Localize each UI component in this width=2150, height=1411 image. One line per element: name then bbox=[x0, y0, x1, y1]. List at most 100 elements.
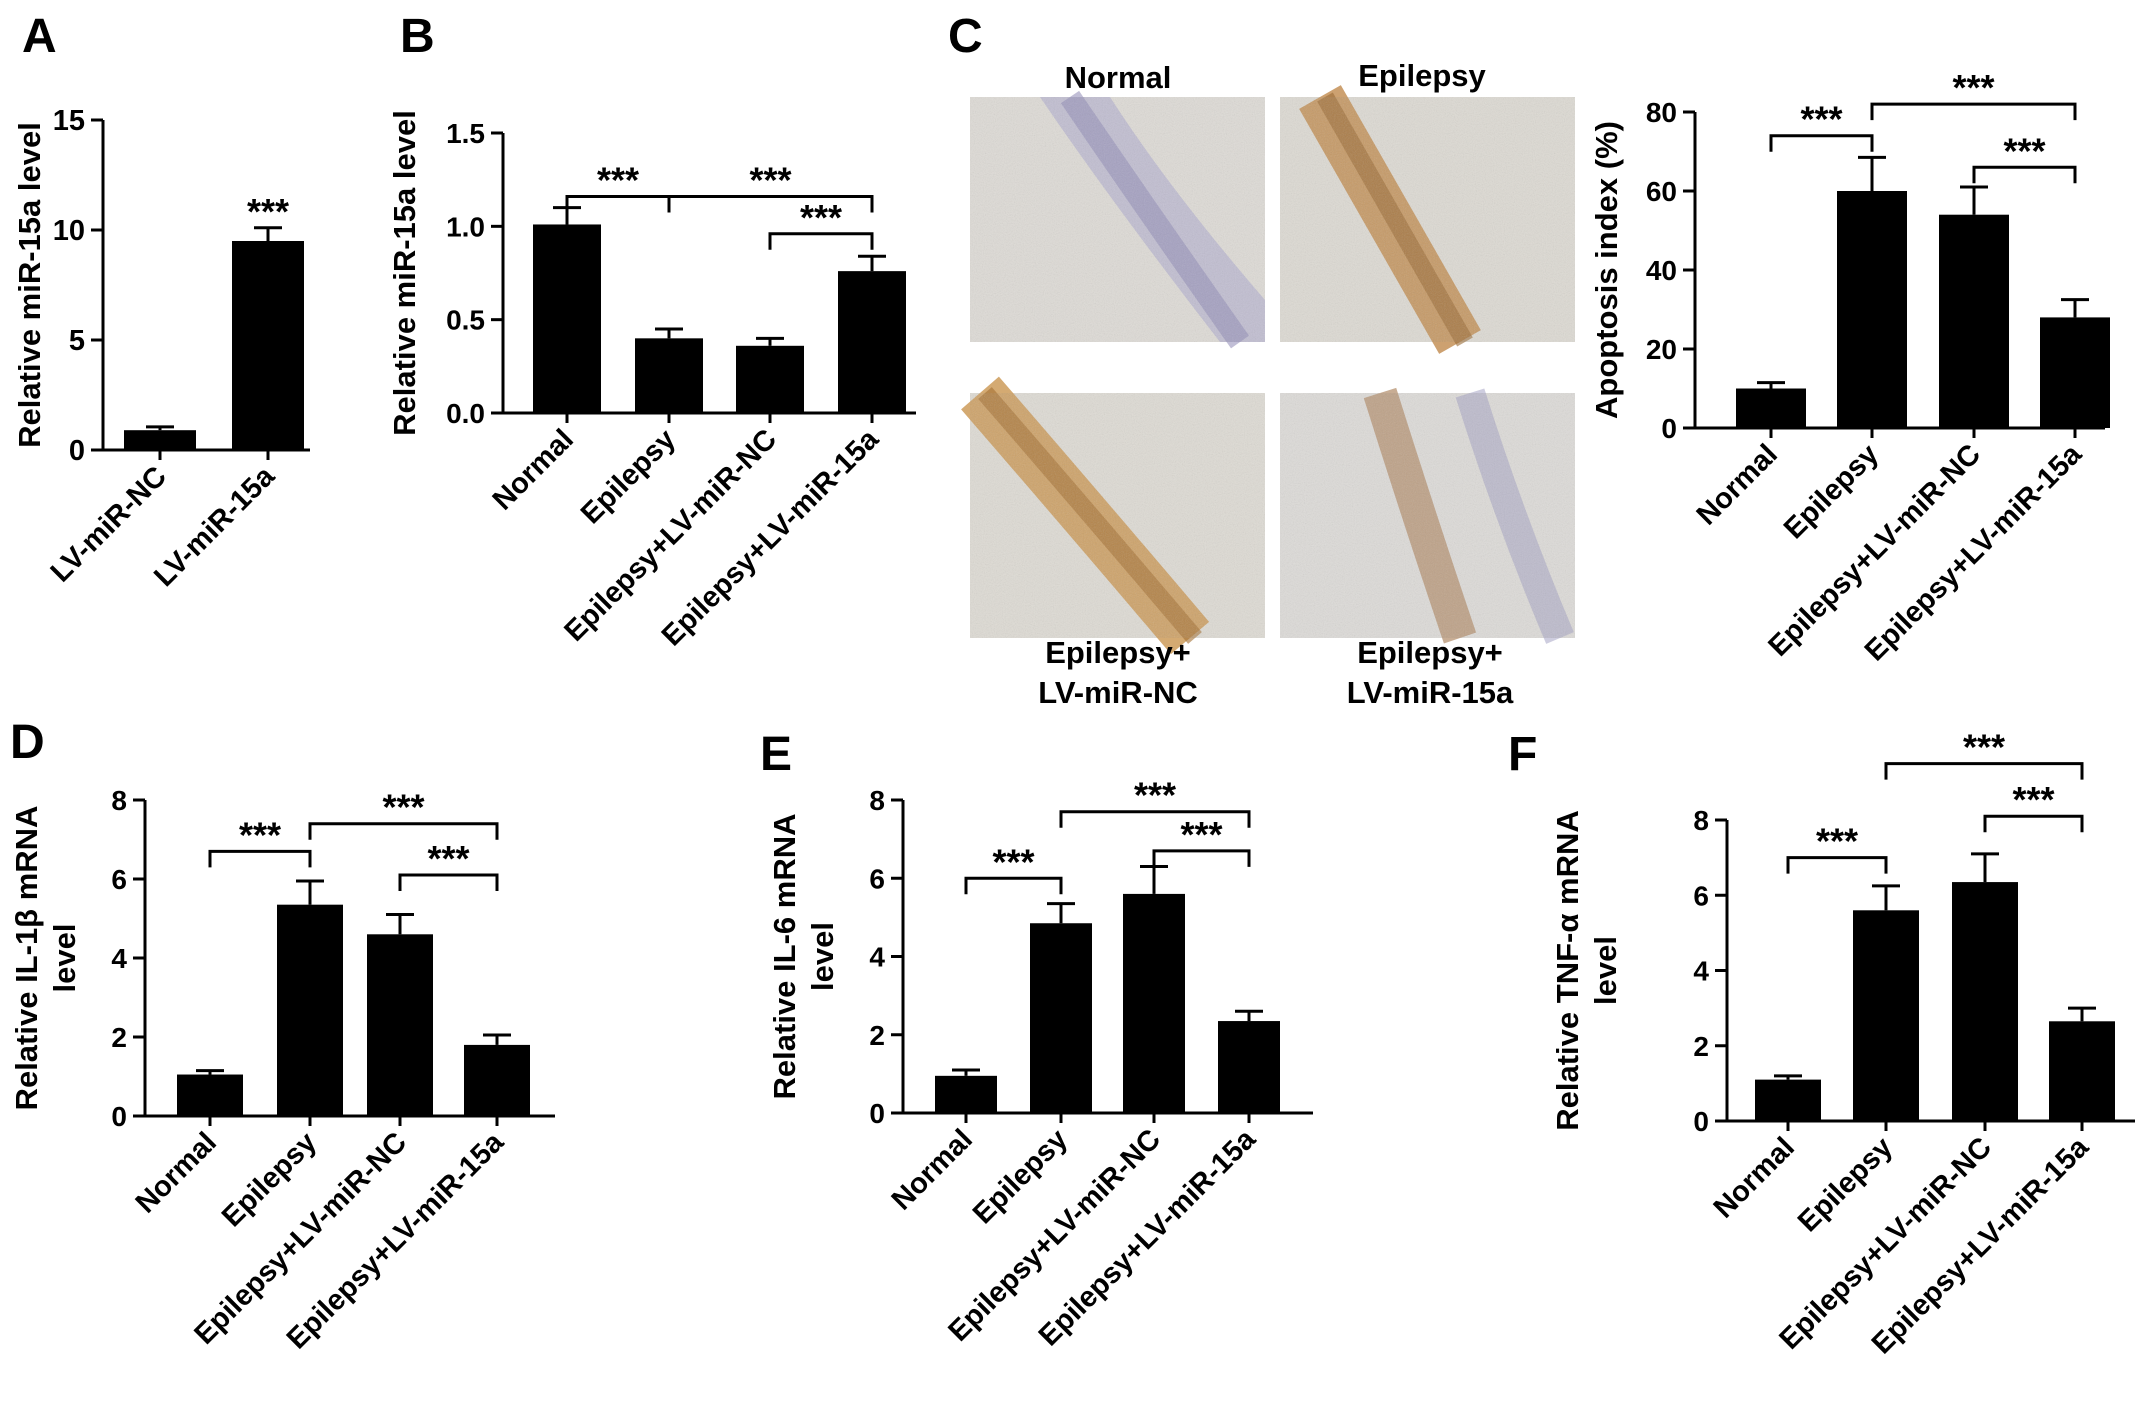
panel-e-significance-bracket bbox=[1059, 810, 1251, 828]
panel-e-bar bbox=[1123, 893, 1185, 1113]
panel-b-ytick-label: 0.0 bbox=[446, 398, 485, 429]
micrograph-epilepsy-lv-mir-nc bbox=[961, 376, 1265, 655]
panel-c-ytick-label: 40 bbox=[1646, 255, 1677, 286]
panel-c-y-axis-label: Apoptosis index (%) bbox=[1589, 121, 1624, 419]
panel-f-bar bbox=[1755, 1079, 1821, 1121]
panel-b-bar bbox=[736, 345, 804, 413]
panel-d-significance-bracket bbox=[308, 822, 499, 840]
micrograph-label-epilepsy-15a-line2: LV-miR-15a bbox=[1347, 675, 1514, 710]
panel-d-significance-stars: *** bbox=[382, 787, 424, 828]
panel-e-ytick-label: 4 bbox=[869, 942, 885, 973]
panel-b-bar bbox=[838, 271, 906, 413]
micrograph-label-normal: Normal bbox=[1065, 60, 1172, 95]
panel-d-bar bbox=[277, 904, 343, 1116]
panel-d-significance-stars: *** bbox=[427, 838, 469, 879]
panel-f-bar bbox=[1853, 910, 1919, 1121]
chart-panel-f: 0 2 4 6 8 Relative TNF-α mRNA level NormalEpile… bbox=[1550, 727, 2135, 1360]
panel-c-significance-bracket bbox=[1769, 134, 1874, 152]
panel-c-significance-bracket bbox=[1972, 165, 2077, 184]
panel-d-ytick-label: 8 bbox=[111, 785, 127, 816]
panel-d-bar bbox=[177, 1074, 243, 1116]
panel-c-ytick-label: 0 bbox=[1661, 413, 1677, 444]
panel-a-ytick-label: 10 bbox=[53, 215, 85, 247]
panel-a-bar bbox=[124, 430, 196, 450]
panel-e-category-label: Normal bbox=[886, 1123, 979, 1216]
panel-b-y-axis-label: Relative miR-15a level bbox=[387, 110, 422, 436]
panel-letter-a: A bbox=[22, 10, 57, 63]
panel-c-significance-stars: *** bbox=[2003, 130, 2045, 171]
panel-e-ytick-label: 6 bbox=[869, 863, 885, 894]
panel-letter-d: D bbox=[10, 716, 45, 769]
panel-letter-e: E bbox=[760, 728, 792, 781]
panel-c-bar bbox=[2040, 317, 2110, 428]
panel-b-category-label: Epilepsy bbox=[575, 423, 682, 530]
panel-f-ytick-label: 2 bbox=[1693, 1031, 1709, 1062]
panel-d-significance-bracket bbox=[398, 873, 499, 892]
micrograph-grid: Normal Epilepsy Epilepsy+ LV-miR-NC Epil… bbox=[961, 58, 1575, 710]
panel-a-significance-stars: *** bbox=[247, 191, 289, 232]
panel-d-bar bbox=[367, 934, 433, 1116]
panel-f-bar bbox=[2049, 1021, 2115, 1121]
panel-f-significance-bracket bbox=[1884, 762, 2084, 780]
panel-a-bar bbox=[232, 241, 304, 450]
panel-e-significance-stars: *** bbox=[1180, 814, 1222, 855]
panel-d-significance-bracket bbox=[208, 849, 312, 868]
panel-e-y-axis-label-line: Relative IL-6 mRNA bbox=[767, 814, 802, 1100]
panel-a-ytick-label: 15 bbox=[53, 105, 85, 137]
panel-c-significance-stars: *** bbox=[1800, 99, 1842, 140]
panel-c-ytick-label: 60 bbox=[1646, 176, 1677, 207]
panel-d-ytick-label: 0 bbox=[111, 1101, 127, 1132]
panel-b-category-label: Normal bbox=[487, 423, 580, 516]
panel-c-category-label: Epilepsy bbox=[1778, 438, 1885, 545]
micrograph-label-epilepsy: Epilepsy bbox=[1358, 58, 1486, 93]
panel-c-bar bbox=[1736, 388, 1806, 428]
panel-e-bar bbox=[1218, 1021, 1280, 1113]
panel-b-significance-bracket bbox=[768, 232, 874, 250]
panel-e-significance-bracket bbox=[1152, 849, 1251, 867]
panel-f-bar bbox=[1952, 882, 2018, 1121]
micrograph-label-epilepsy-nc-line2: LV-miR-NC bbox=[1038, 675, 1198, 710]
panel-f-significance-stars: *** bbox=[1816, 821, 1858, 862]
panel-c-ytick-label: 80 bbox=[1646, 97, 1677, 128]
panel-c-significance-stars: *** bbox=[1952, 67, 1994, 108]
panel-f-category-label: Epilepsy bbox=[1792, 1131, 1899, 1238]
panel-e-significance-stars: *** bbox=[1134, 775, 1176, 816]
panel-f-significance-bracket bbox=[1786, 856, 1888, 874]
micrograph-label-epilepsy-15a-line1: Epilepsy+ bbox=[1357, 635, 1503, 670]
panel-b-ytick-label: 1.5 bbox=[446, 118, 485, 149]
panel-e-significance-bracket bbox=[964, 876, 1063, 895]
chart-panel-c: 0 20 40 60 80 Apoptosis index (%) NormalEpilep… bbox=[1589, 67, 2110, 667]
panel-f-ytick-label: 8 bbox=[1693, 805, 1709, 836]
panel-b-ytick-label: 0.5 bbox=[446, 305, 485, 336]
panel-d-y-axis-label-line: Relative IL-1β mRNA bbox=[9, 806, 44, 1111]
panel-d-y-axis-label-line: level bbox=[47, 924, 82, 993]
micrograph-epilepsy bbox=[1280, 85, 1575, 354]
panel-f-significance-stars: *** bbox=[2012, 779, 2054, 820]
panel-d-ytick-label: 4 bbox=[111, 943, 127, 974]
panel-f-ytick-label: 4 bbox=[1693, 956, 1709, 987]
micrograph-normal bbox=[970, 90, 1265, 349]
panel-a-ytick-label: 0 bbox=[69, 435, 85, 467]
panel-d-significance-stars: *** bbox=[239, 814, 281, 855]
panel-c-significance-bracket bbox=[1870, 102, 2077, 121]
panel-c-category-label: Normal bbox=[1691, 438, 1784, 531]
panel-e-bar bbox=[935, 1075, 997, 1113]
panel-f-y-axis-label-line: level bbox=[1588, 936, 1623, 1005]
panel-letter-c: C bbox=[948, 10, 983, 63]
panel-c-ytick-label: 20 bbox=[1646, 334, 1677, 365]
panel-c-bar bbox=[1837, 191, 1907, 428]
panel-e-significance-stars: *** bbox=[992, 841, 1034, 882]
panel-a-y-axis-label: Relative miR-15a level bbox=[12, 122, 47, 448]
panel-f-ytick-label: 6 bbox=[1693, 880, 1709, 911]
panel-b-significance-stars: *** bbox=[597, 159, 639, 200]
chart-panel-b: 0.0 0.5 1.0 1.5 Relative miR-15a level Normal… bbox=[387, 110, 916, 652]
panel-e-ytick-label: 0 bbox=[869, 1098, 885, 1129]
panel-letter-b: B bbox=[400, 10, 435, 63]
panel-d-ytick-label: 2 bbox=[111, 1022, 127, 1053]
panel-letter-f: F bbox=[1508, 728, 1537, 781]
panel-f-y-axis-label-line: Relative TNF-α mRNA bbox=[1550, 810, 1585, 1131]
panel-f-significance-bracket bbox=[1983, 814, 2084, 833]
